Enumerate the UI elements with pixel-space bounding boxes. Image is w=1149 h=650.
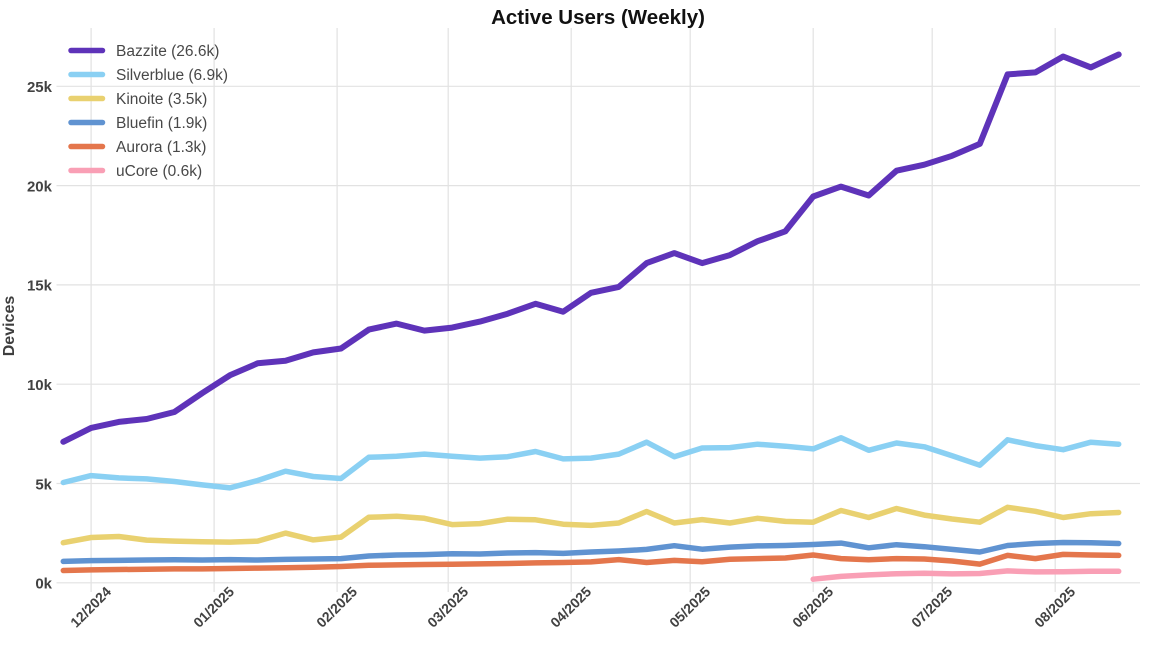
svg-text:20k: 20k xyxy=(27,178,53,195)
svg-text:Devices: Devices xyxy=(1,296,18,357)
svg-text:15k: 15k xyxy=(27,278,53,295)
svg-text:5k: 5k xyxy=(35,476,52,493)
svg-text:Bazzite (26.6k): Bazzite (26.6k) xyxy=(116,43,219,60)
svg-text:25k: 25k xyxy=(27,79,53,96)
svg-text:uCore (0.6k): uCore (0.6k) xyxy=(116,163,202,180)
svg-text:10k: 10k xyxy=(27,377,53,394)
svg-text:Active Users (Weekly): Active Users (Weekly) xyxy=(491,6,705,29)
svg-text:Kinoite (3.5k): Kinoite (3.5k) xyxy=(116,91,207,108)
svg-text:0k: 0k xyxy=(35,576,52,593)
svg-text:Bluefin (1.9k): Bluefin (1.9k) xyxy=(116,115,207,132)
svg-text:Silverblue (6.9k): Silverblue (6.9k) xyxy=(116,67,228,84)
svg-text:Aurora (1.3k): Aurora (1.3k) xyxy=(116,139,206,156)
